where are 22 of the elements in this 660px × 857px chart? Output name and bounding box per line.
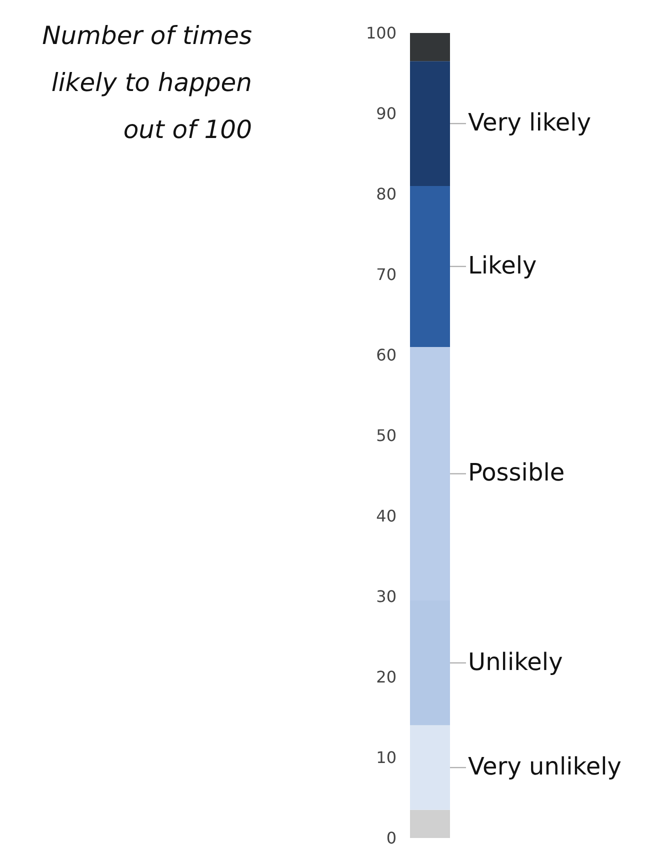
y-tick-label: 10 [376, 748, 396, 767]
bar [410, 61, 450, 186]
bar [410, 186, 450, 347]
series-label: Very likely [468, 108, 592, 137]
y-tick-label: 70 [376, 265, 396, 284]
bar [410, 810, 450, 838]
y-tick-label: 0 [386, 828, 396, 848]
bar [410, 725, 450, 810]
y-tick-label: 100 [366, 24, 396, 42]
y-tick-label: 60 [376, 346, 396, 364]
series-label: Likely [468, 251, 537, 280]
y-tick-label: 50 [376, 426, 396, 445]
series-label: Unlikely [468, 648, 563, 676]
y-tick-label: 40 [376, 506, 396, 526]
bar [410, 33, 450, 62]
series-label: Possible [468, 458, 565, 487]
y-tick-label: 30 [376, 587, 396, 606]
series-label: Very unlikely [468, 752, 622, 781]
y-tick-label: 20 [376, 668, 396, 686]
y-tick-label: 80 [376, 184, 396, 204]
y-tick-label: 90 [376, 104, 396, 123]
text: Number of times likely to happen out of 100 [41, 20, 252, 146]
